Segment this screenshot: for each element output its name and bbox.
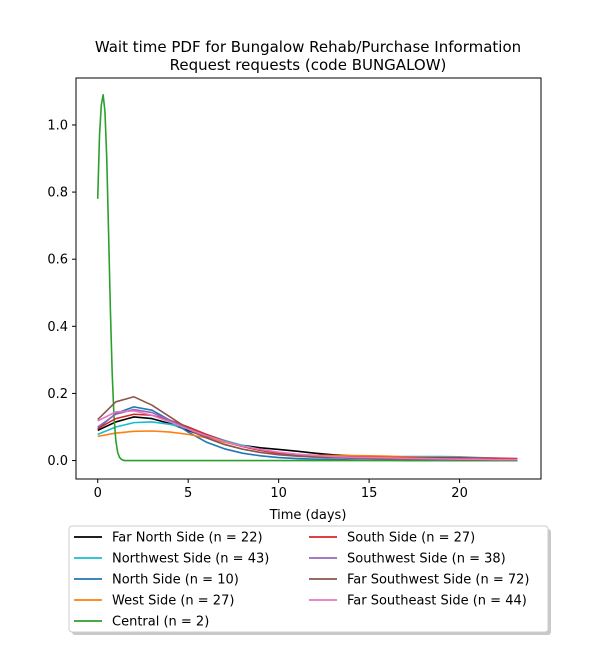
x-tick-label-3: 15 xyxy=(361,486,378,501)
legend-label-7: Far Southwest Side (n = 72) xyxy=(347,573,529,588)
y-tick-label-0: 0.0 xyxy=(47,454,68,469)
legend-box xyxy=(68,525,549,633)
legend-label-4: Central (n = 2) xyxy=(112,615,209,630)
x-tick-label-1: 5 xyxy=(184,486,192,501)
chart-title-line-2: Request requests (code BUNGALOW) xyxy=(170,56,447,74)
legend: Far North Side (n = 22) Northwest Side (n… xyxy=(68,525,551,635)
legend-label-8: Far Southeast Side (n = 44) xyxy=(347,594,527,609)
x-tick-label-2: 10 xyxy=(270,486,287,501)
legend-label-3: West Side (n = 27) xyxy=(112,594,234,609)
y-tick-label-4: 0.8 xyxy=(47,186,68,201)
plot-area: 0 5 10 15 20 0.0 0.2 0.4 0.6 0.8 1.0 xyxy=(47,77,542,501)
legend-label-1: Northwest Side (n = 43) xyxy=(112,552,269,567)
x-axis-label: Time (days) xyxy=(269,508,347,523)
x-tick-label-4: 20 xyxy=(451,486,468,501)
y-tick-label-1: 0.2 xyxy=(47,387,68,402)
legend-label-0: Far North Side (n = 22) xyxy=(112,531,263,546)
y-tick-label-2: 0.4 xyxy=(47,320,68,335)
series-line-8 xyxy=(97,410,518,461)
axes-frame xyxy=(75,77,542,480)
legend-label-5: South Side (n = 27) xyxy=(347,531,475,546)
y-tick-label-3: 0.6 xyxy=(47,253,68,268)
chart-title-line-1: Wait time PDF for Bungalow Rehab/Purchas… xyxy=(95,38,521,56)
series-line-4 xyxy=(96,93,518,462)
legend-label-2: North Side (n = 10) xyxy=(112,573,239,588)
y-tick-label-5: 1.0 xyxy=(47,118,68,133)
legend-label-6: Southwest Side (n = 38) xyxy=(347,552,506,567)
x-tick-label-0: 0 xyxy=(94,486,102,501)
